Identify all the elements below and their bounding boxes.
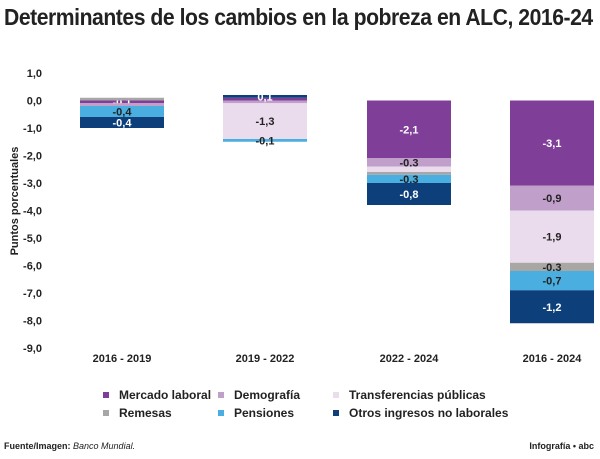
legend-label: Remesas — [119, 406, 172, 420]
y-tick-label: -5,0 — [23, 233, 42, 245]
credit: Infografía • abc — [529, 441, 594, 451]
legend-swatch — [333, 410, 339, 416]
legend-label: Otros ingresos no laborales — [349, 406, 509, 420]
legend-item: Otros ingresos no laborales — [333, 406, 508, 420]
x-tick-label: 2022 - 2024 — [380, 353, 440, 365]
legend-swatch — [103, 392, 109, 398]
bar-segment — [223, 103, 307, 139]
data-label: -2,1 — [400, 124, 419, 136]
data-label: -0,3 — [400, 157, 419, 169]
data-label: -1,3 — [256, 116, 275, 128]
y-tick-label: -1,0 — [23, 123, 42, 135]
legend-label: Demografía — [234, 388, 301, 402]
bar-segment — [80, 117, 164, 128]
y-tick-label: -9,0 — [23, 343, 42, 355]
legend-item: Demografía — [218, 388, 300, 402]
legend-item: Pensiones — [218, 406, 294, 420]
source: Banco Mundial. — [73, 441, 136, 451]
y-tick-label: -4,0 — [23, 206, 42, 218]
bar-segment — [367, 166, 451, 172]
legend-label: Pensiones — [234, 406, 295, 420]
data-label: -1,9 — [543, 232, 562, 244]
bar-segment — [367, 158, 451, 167]
data-label: -0,7 — [543, 276, 562, 288]
bar-segment — [80, 103, 164, 106]
source-note: Fuente/Imagen: Banco Mundial. — [4, 441, 135, 451]
data-label: -3,1 — [543, 138, 562, 150]
legend-label: Mercado laboral — [119, 388, 212, 402]
bar-segment — [223, 97, 307, 101]
data-label: -0,4 — [113, 118, 133, 130]
bar-segment — [223, 95, 307, 98]
bar-segment — [510, 185, 594, 211]
y-tick-label: -8,0 — [23, 316, 42, 328]
legend-swatch — [333, 392, 339, 398]
y-tick-label: 1,0 — [27, 68, 42, 80]
legend-item: Mercado laboral — [103, 388, 211, 402]
legend-label: Transferencias públicas — [349, 388, 486, 402]
bar-segment — [510, 100, 594, 186]
bar-segment — [510, 262, 594, 271]
x-tick-label: 2019 - 2022 — [236, 353, 295, 365]
bar-segment — [367, 183, 451, 205]
legend-swatch — [218, 410, 224, 416]
bar-segment — [367, 172, 451, 175]
data-label: -0,1 — [256, 135, 275, 147]
bar-segment — [80, 100, 164, 104]
y-tick-label: -7,0 — [23, 288, 42, 300]
y-tick-label: -2,0 — [23, 151, 42, 163]
data-label: -0,3 — [400, 174, 419, 186]
legend-item: Transferencias públicas — [333, 388, 486, 402]
x-tick-label: 2016 - 2024 — [523, 353, 583, 365]
data-label: 0,1 — [257, 91, 272, 103]
bar-segment — [367, 100, 451, 159]
bar-segment — [223, 100, 307, 104]
legend-swatch — [103, 410, 109, 416]
y-tick-label: -6,0 — [23, 261, 42, 273]
source-label: Fuente/Imagen: — [4, 441, 71, 451]
bar-segment — [510, 210, 594, 263]
legend-item: Remesas — [103, 406, 172, 420]
bar-segment — [80, 97, 164, 101]
y-tick-label: -3,0 — [23, 178, 42, 190]
data-label: -0,9 — [543, 193, 562, 205]
bar-segment — [510, 290, 594, 324]
bar-segment — [510, 271, 594, 291]
legend-swatch — [218, 392, 224, 398]
data-label: -0,8 — [400, 189, 419, 201]
data-label: -0,4 — [113, 107, 133, 119]
data-label: -1,2 — [543, 302, 562, 314]
x-tick-label: 2016 - 2019 — [93, 353, 152, 365]
bar-segment — [367, 174, 451, 183]
chart-title: Determinantes de los cambios en la pobre… — [4, 4, 593, 30]
bar-segment — [80, 106, 164, 117]
y-tick-label: 0,0 — [27, 96, 42, 108]
bar-segment — [223, 139, 307, 142]
data-label: -0,3 — [543, 262, 562, 274]
